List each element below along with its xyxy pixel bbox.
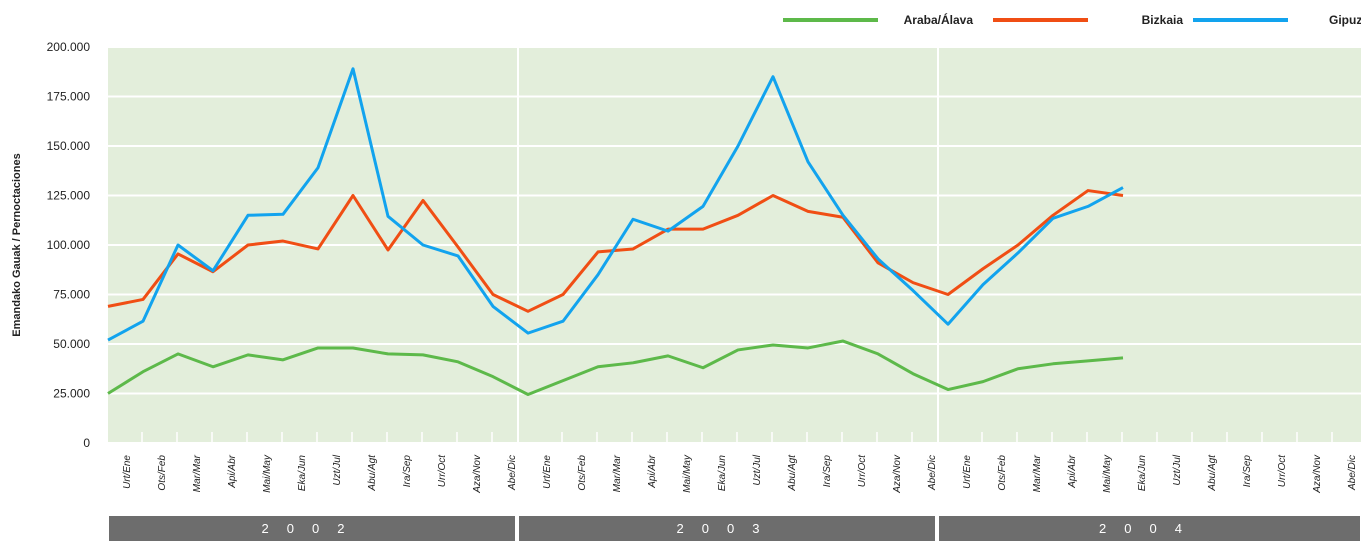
y-tick-label: 175.000	[47, 90, 91, 104]
series-line	[107, 67, 1124, 342]
year-label: 2002	[262, 521, 363, 536]
x-tick-label: Uzt/Jul	[1172, 454, 1183, 485]
year-label: 2004	[1099, 521, 1200, 536]
year-band	[519, 516, 935, 541]
year-band	[109, 516, 515, 541]
y-tick-label: 75.000	[53, 288, 90, 302]
series-line	[107, 189, 1124, 313]
x-tick-label: Aza/Nov	[472, 454, 483, 494]
x-tick-label: Mar/Mar	[1032, 454, 1043, 492]
x-tick-label: Urr/Oct	[857, 454, 868, 487]
x-tick-label: Mar/Mar	[612, 454, 623, 492]
x-tick-label: Mai/May	[1102, 454, 1113, 493]
y-tick-label: 150.000	[47, 139, 91, 153]
x-tick-label: Ots/Feb	[157, 455, 168, 491]
x-tick-label: Api/Abr	[227, 454, 238, 488]
x-tick-label: Abu/Agt	[367, 454, 378, 492]
x-tick-label: Ira/Sep	[822, 455, 833, 488]
legend-label: Gipuzkoa	[1329, 13, 1361, 27]
y-tick-label: 125.000	[47, 189, 91, 203]
x-tick-label: Urt/Ene	[962, 455, 973, 489]
x-tick-label: Ira/Sep	[402, 455, 413, 488]
x-tick-label: Uzt/Jul	[752, 454, 763, 485]
x-tick-label: Urr/Oct	[1277, 454, 1288, 487]
x-tick-label: Urt/Ene	[122, 455, 133, 489]
y-tick-label: 25.000	[53, 387, 90, 401]
y-tick-label: 0	[83, 436, 90, 450]
x-tick-label: Mar/Mar	[192, 454, 203, 492]
x-tick-label: Urr/Oct	[437, 454, 448, 487]
x-tick-label: Ots/Feb	[997, 455, 1008, 491]
x-tick-label: Abu/Agt	[1207, 454, 1218, 492]
y-tick-label: 100.000	[47, 238, 91, 252]
x-tick-label: Uzt/Jul	[332, 454, 343, 485]
x-tick-label: Api/Abr	[647, 454, 658, 488]
x-tick-label: Abe/Dic	[927, 455, 938, 491]
x-tick-label: Mai/May	[262, 454, 273, 493]
x-tick-label: Abe/Dic	[507, 455, 518, 491]
year-label: 2003	[677, 521, 778, 536]
y-tick-label: 200.000	[47, 40, 91, 54]
x-tick-label: Ots/Feb	[577, 455, 588, 491]
x-tick-label: Eka/Jun	[1137, 455, 1148, 492]
y-axis-label: Emandako Gauak / Pernoctaciones	[11, 153, 23, 336]
x-tick-label: Api/Abr	[1067, 454, 1078, 488]
x-tick-label: Aza/Nov	[1312, 454, 1323, 494]
y-tick-label: 50.000	[53, 337, 90, 351]
x-tick-label: Abu/Agt	[787, 454, 798, 492]
x-tick-label: Abe/Dic	[1347, 455, 1358, 491]
x-tick-label: Ira/Sep	[1242, 455, 1253, 488]
x-tick-label: Eka/Jun	[297, 455, 308, 492]
year-band	[939, 516, 1360, 541]
legend-label: Bizkaia	[1142, 13, 1184, 27]
x-tick-label: Mai/May	[682, 454, 693, 493]
legend-label: Araba/Álava	[904, 12, 974, 27]
x-tick-label: Aza/Nov	[892, 454, 903, 494]
x-tick-label: Urt/Ene	[542, 455, 553, 489]
x-tick-label: Eka/Jun	[717, 455, 728, 492]
series-line	[107, 339, 1124, 396]
